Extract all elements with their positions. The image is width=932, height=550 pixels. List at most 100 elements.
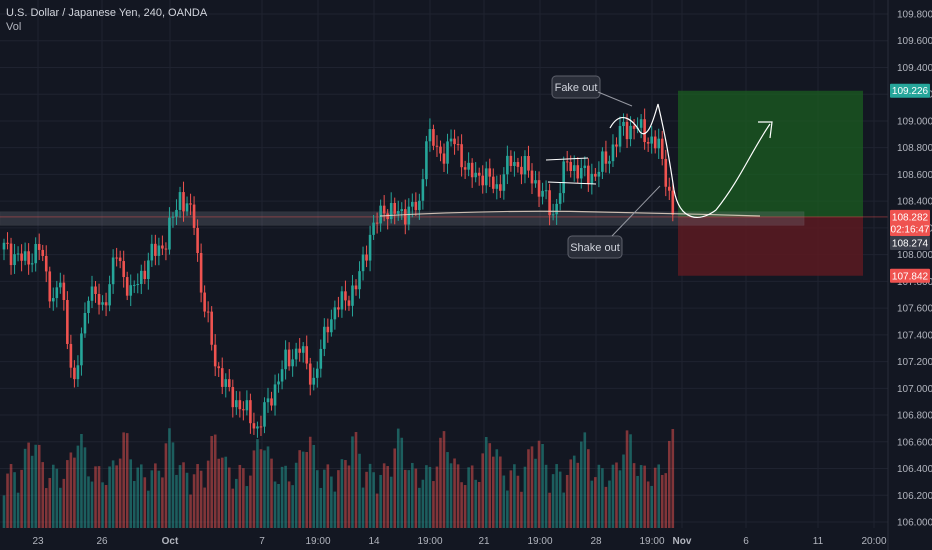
candle-body [132, 284, 136, 286]
x-tick-label: 7 [259, 536, 265, 547]
volume-bar [579, 441, 583, 528]
candle-body [523, 155, 527, 175]
volume-bar [108, 466, 111, 528]
volume-bar [136, 467, 140, 528]
candle-body [379, 205, 382, 224]
volume-bar [256, 439, 259, 528]
volume-bar [544, 464, 548, 528]
candle-body [608, 161, 611, 164]
candle-body [495, 184, 499, 189]
callout-fake-out-text: Fake out [555, 82, 598, 94]
candle-body [572, 165, 576, 172]
candle-body [129, 285, 133, 296]
volume-bar [484, 437, 488, 528]
price-tags: 109.226 108.282 02:16:47 108.274 107.842 [890, 83, 930, 283]
x-tick-label: 19:00 [527, 536, 552, 547]
candle-body [481, 175, 485, 186]
volume-bar [147, 490, 150, 528]
volume-bar [217, 458, 221, 528]
candle-body [506, 155, 509, 175]
candle-body [460, 144, 463, 168]
candle-body [382, 205, 386, 214]
volume-bar [639, 465, 643, 528]
candle-body [277, 381, 280, 385]
chart-legend: U.S. Dollar / Japanese Yen, 240, OANDA V… [6, 6, 207, 34]
candle-body [368, 234, 372, 261]
candle-body [136, 283, 140, 285]
candle-body [555, 203, 558, 215]
volume-bar [270, 458, 273, 528]
profit-zone [678, 90, 863, 217]
volume-bar [537, 440, 541, 528]
candle-body [484, 168, 488, 186]
volume-bar [168, 428, 171, 528]
candle-body [48, 271, 52, 302]
volume-bar [203, 487, 206, 528]
volume-bar [326, 464, 330, 528]
volume-bar [284, 465, 287, 528]
volume-bar [414, 468, 418, 528]
candle-body [583, 165, 587, 168]
volume-bar [632, 463, 636, 528]
volume-bar [182, 462, 185, 528]
candle-body [80, 333, 83, 366]
volume-bar [48, 477, 52, 528]
volume-bar [16, 492, 20, 528]
candle-body [13, 254, 16, 266]
candle-body [587, 165, 590, 185]
volume-bar [139, 464, 143, 528]
y-tick-label: 108.800 [897, 143, 932, 154]
candle-body [530, 170, 534, 184]
candle-body [513, 162, 516, 166]
y-tick-label: 109.800 [897, 10, 932, 21]
candle-body [23, 251, 27, 261]
candle-body [20, 253, 23, 261]
volume-bar [347, 465, 351, 528]
volume-bar [273, 481, 277, 528]
volume-bar [523, 466, 527, 528]
x-tick-label: Nov [673, 536, 692, 547]
candle-body [428, 129, 432, 142]
candle-body [308, 363, 312, 385]
volume-bar [277, 483, 280, 528]
volume-bar [301, 451, 305, 528]
volume-bar [590, 480, 594, 528]
volume-bar [379, 474, 382, 528]
candle-body [548, 190, 551, 216]
candle-body [667, 186, 671, 191]
volume-bar [224, 456, 228, 528]
time-axis[interactable]: 23 26 Oct 7 19:00 14 19:00 21 19:00 28 19:00 Nov 6 11… [32, 536, 887, 547]
candle-body [650, 136, 653, 144]
candle-body [435, 145, 439, 147]
volume-bar [516, 475, 520, 528]
candle-body [108, 284, 111, 306]
volume-bar [382, 463, 386, 528]
candle-body [456, 144, 460, 146]
projection-curve [609, 103, 771, 218]
volume-bar [646, 481, 650, 528]
candle-body [30, 263, 34, 265]
price-tag-box [890, 83, 930, 98]
y-tick-label: 108.000 [897, 250, 932, 261]
volume-bar [44, 488, 48, 528]
volume-bar [37, 444, 41, 528]
volume-bar [643, 465, 646, 528]
candle-body [386, 213, 389, 220]
volume-bar [210, 436, 213, 528]
volume-bar [618, 470, 622, 528]
volume-bar [375, 493, 379, 528]
candle-body [590, 173, 594, 185]
volume-bar [396, 428, 400, 528]
x-tick-label: 21 [478, 536, 490, 547]
candle-body [175, 209, 178, 217]
candle-body [203, 292, 206, 312]
candle-body [414, 201, 418, 211]
candle-body [393, 202, 397, 214]
candle-body [601, 151, 604, 172]
volume-bar [481, 453, 485, 528]
y-tick-label: 106.000 [897, 518, 932, 529]
volume-bar [653, 467, 657, 528]
candle-body [516, 162, 520, 167]
candle-body [323, 326, 326, 349]
